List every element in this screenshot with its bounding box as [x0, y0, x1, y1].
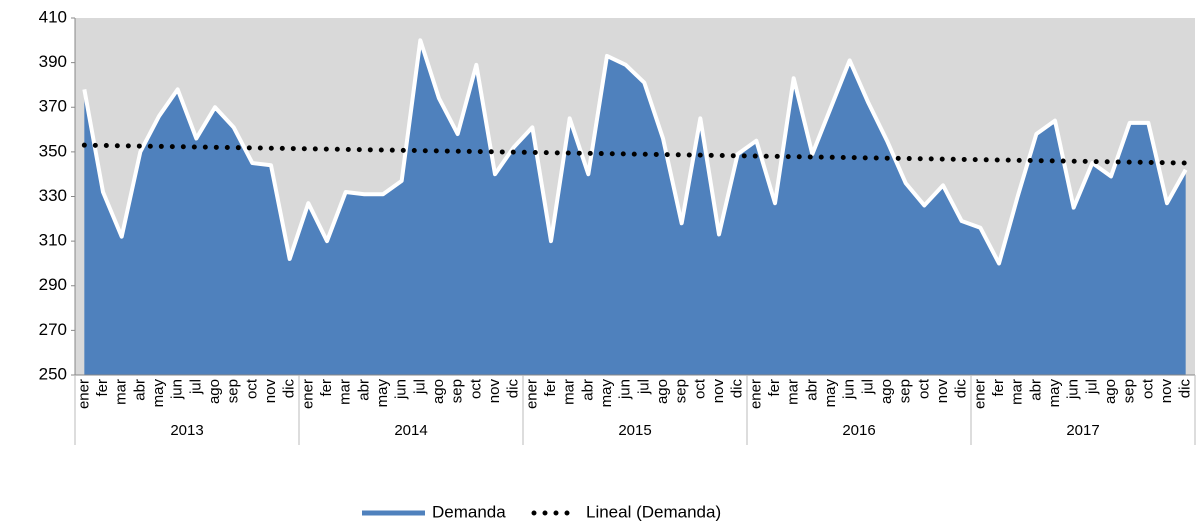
x-tick-label: dic — [1177, 379, 1194, 399]
x-tick-label: mar — [1009, 379, 1026, 405]
x-tick-label: ener — [747, 379, 764, 409]
y-tick-label: 410 — [39, 7, 67, 26]
x-tick-label: mar — [785, 379, 802, 405]
x-tick-label: may — [598, 379, 615, 408]
area-outline — [82, 38, 1188, 266]
x-tick-label: mar — [337, 379, 354, 405]
x-tick-label: abr — [131, 379, 148, 401]
x-tick-label: oct — [243, 378, 260, 399]
x-tick-label: dic — [953, 379, 970, 399]
x-tick-label: ener — [971, 379, 988, 409]
x-tick-label: oct — [467, 378, 484, 399]
x-tick-label: jul — [411, 379, 428, 395]
x-tick-label: nov — [934, 379, 951, 404]
x-tick-label: may — [1046, 379, 1063, 408]
x-tick-label: dic — [729, 379, 746, 399]
y-tick-label: 390 — [39, 52, 67, 71]
x-tick-label: nov — [710, 379, 727, 404]
x-tick-label: mar — [561, 379, 578, 405]
group-label: 2016 — [842, 422, 875, 439]
y-tick-label: 290 — [39, 275, 67, 294]
x-tick-label: fer — [542, 379, 559, 397]
legend-label: Lineal (Demanda) — [586, 502, 721, 521]
y-tick-label: 250 — [39, 364, 67, 383]
x-tick-label: ago — [206, 379, 223, 404]
x-tick-label: abr — [579, 379, 596, 401]
x-tick-label: fer — [990, 379, 1007, 397]
y-tick-label: 350 — [39, 141, 67, 160]
group-label: 2015 — [618, 422, 651, 439]
x-tick-label: nov — [1158, 379, 1175, 404]
x-tick-label: abr — [803, 379, 820, 401]
x-tick-label: sep — [225, 379, 242, 403]
group-label: 2014 — [394, 422, 427, 439]
x-tick-label: nov — [262, 379, 279, 404]
legend-label: Demanda — [432, 502, 506, 521]
x-tick-label: fer — [766, 379, 783, 397]
x-tick-label: abr — [1027, 379, 1044, 401]
x-tick-label: sep — [449, 379, 466, 403]
x-tick-label: fer — [94, 379, 111, 397]
x-tick-label: sep — [673, 379, 690, 403]
x-tick-label: ener — [299, 379, 316, 409]
x-tick-label: dic — [505, 379, 522, 399]
trend-line — [81, 142, 1189, 166]
x-tick-label: jun — [841, 379, 858, 400]
area — [84, 40, 1186, 375]
x-tick-label: dic — [281, 379, 298, 399]
y-tick-label: 270 — [39, 320, 67, 339]
x-tick-label: ago — [430, 379, 447, 404]
x-tick-label: ago — [878, 379, 895, 404]
x-tick-label: may — [150, 379, 167, 408]
x-tick-label: sep — [897, 379, 914, 403]
x-tick-label: jul — [1083, 379, 1100, 395]
y-tick-label: 310 — [39, 231, 67, 250]
x-tick-label: nov — [486, 379, 503, 404]
x-tick-label: jun — [393, 379, 410, 400]
x-tick-label: jul — [859, 379, 876, 395]
x-tick-label: oct — [1139, 378, 1156, 399]
x-tick-label: ener — [75, 379, 92, 409]
group-label: 2017 — [1066, 422, 1099, 439]
x-tick-label: ago — [654, 379, 671, 404]
x-tick-label: jul — [187, 379, 204, 395]
x-tick-label: jun — [617, 379, 634, 400]
x-tick-label: may — [822, 379, 839, 408]
x-tick-label: ener — [523, 379, 540, 409]
group-label: 2013 — [170, 422, 203, 439]
x-tick-label: jun — [1065, 379, 1082, 400]
y-tick-label: 370 — [39, 97, 67, 116]
x-tick-label: oct — [691, 378, 708, 399]
x-tick-label: ago — [1102, 379, 1119, 404]
x-tick-label: fer — [318, 379, 335, 397]
x-tick-label: jul — [635, 379, 652, 395]
x-tick-label: oct — [915, 378, 932, 399]
y-tick-label: 330 — [39, 186, 67, 205]
x-tick-label: mar — [113, 379, 130, 405]
x-tick-label: may — [374, 379, 391, 408]
x-tick-label: sep — [1121, 379, 1138, 403]
x-tick-label: jun — [169, 379, 186, 400]
x-tick-label: abr — [355, 379, 372, 401]
